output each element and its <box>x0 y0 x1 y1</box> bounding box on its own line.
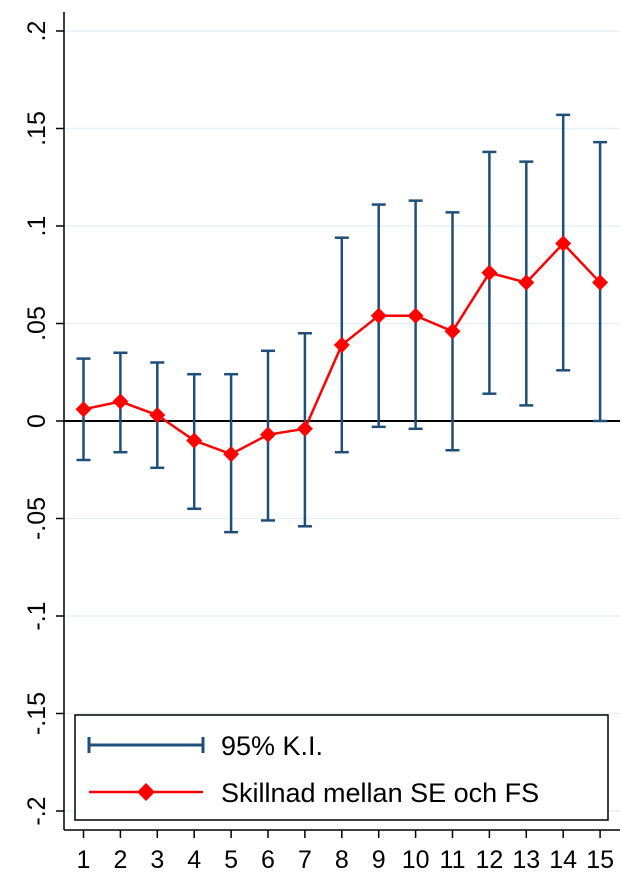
y-tick-label: -.1 <box>23 601 51 630</box>
x-tick-label: 1 <box>77 846 91 874</box>
series-marker <box>333 336 350 353</box>
legend-ci-symbol <box>87 737 205 753</box>
x-tick-label: 3 <box>150 846 164 874</box>
x-tick-label: 11 <box>440 846 466 874</box>
series-marker <box>518 274 535 291</box>
legend-ci-label: 95% K.I. <box>221 731 323 761</box>
x-tick-label: 15 <box>586 846 614 874</box>
series-marker <box>407 307 424 324</box>
y-tick-label: .15 <box>23 111 51 146</box>
legend-box <box>74 714 609 821</box>
y-tick-label: -.05 <box>23 497 51 540</box>
series-marker <box>555 235 572 252</box>
series-marker <box>296 420 313 437</box>
series-marker <box>592 274 609 291</box>
x-tick-label: 7 <box>298 846 312 874</box>
y-axis-ticks: -.2 -.15 -.1 -.05 0 .05 .1 .15 .2 <box>23 21 64 826</box>
y-tick-label: 0 <box>23 414 51 428</box>
legend-series-symbol <box>89 783 203 801</box>
series-marker <box>149 407 166 424</box>
x-tick-label: 6 <box>261 846 275 874</box>
series-marker <box>75 401 92 418</box>
y-tick-label: .1 <box>23 216 51 237</box>
series-marker <box>370 307 387 324</box>
legend: 95% K.I. Skillnad mellan SE och FS <box>74 714 609 821</box>
x-tick-label: 14 <box>549 846 577 874</box>
y-tick-label: .05 <box>23 306 51 341</box>
x-tick-label: 2 <box>113 846 127 874</box>
x-tick-label: 12 <box>475 846 503 874</box>
x-tick-label: 4 <box>187 846 201 874</box>
legend-series-label: Skillnad mellan SE och FS <box>221 778 539 808</box>
x-tick-label: 10 <box>402 846 430 874</box>
y-tick-label: -.2 <box>23 796 51 825</box>
x-axis-ticks: 1 2 3 4 5 6 7 8 9 10 11 12 13 14 15 <box>77 830 614 874</box>
series-marker <box>186 432 203 449</box>
y-tick-label: -.15 <box>23 692 51 735</box>
series-marker <box>260 426 276 443</box>
series-marker <box>481 264 498 281</box>
series-marker <box>223 446 240 463</box>
x-tick-label: 13 <box>512 846 540 874</box>
series-marker <box>112 393 129 410</box>
series-marker <box>444 323 461 340</box>
difference-series <box>75 235 609 463</box>
y-tick-label: .2 <box>23 21 51 42</box>
x-tick-label: 9 <box>372 846 386 874</box>
x-tick-label: 8 <box>335 846 349 874</box>
x-tick-label: 5 <box>224 846 238 874</box>
